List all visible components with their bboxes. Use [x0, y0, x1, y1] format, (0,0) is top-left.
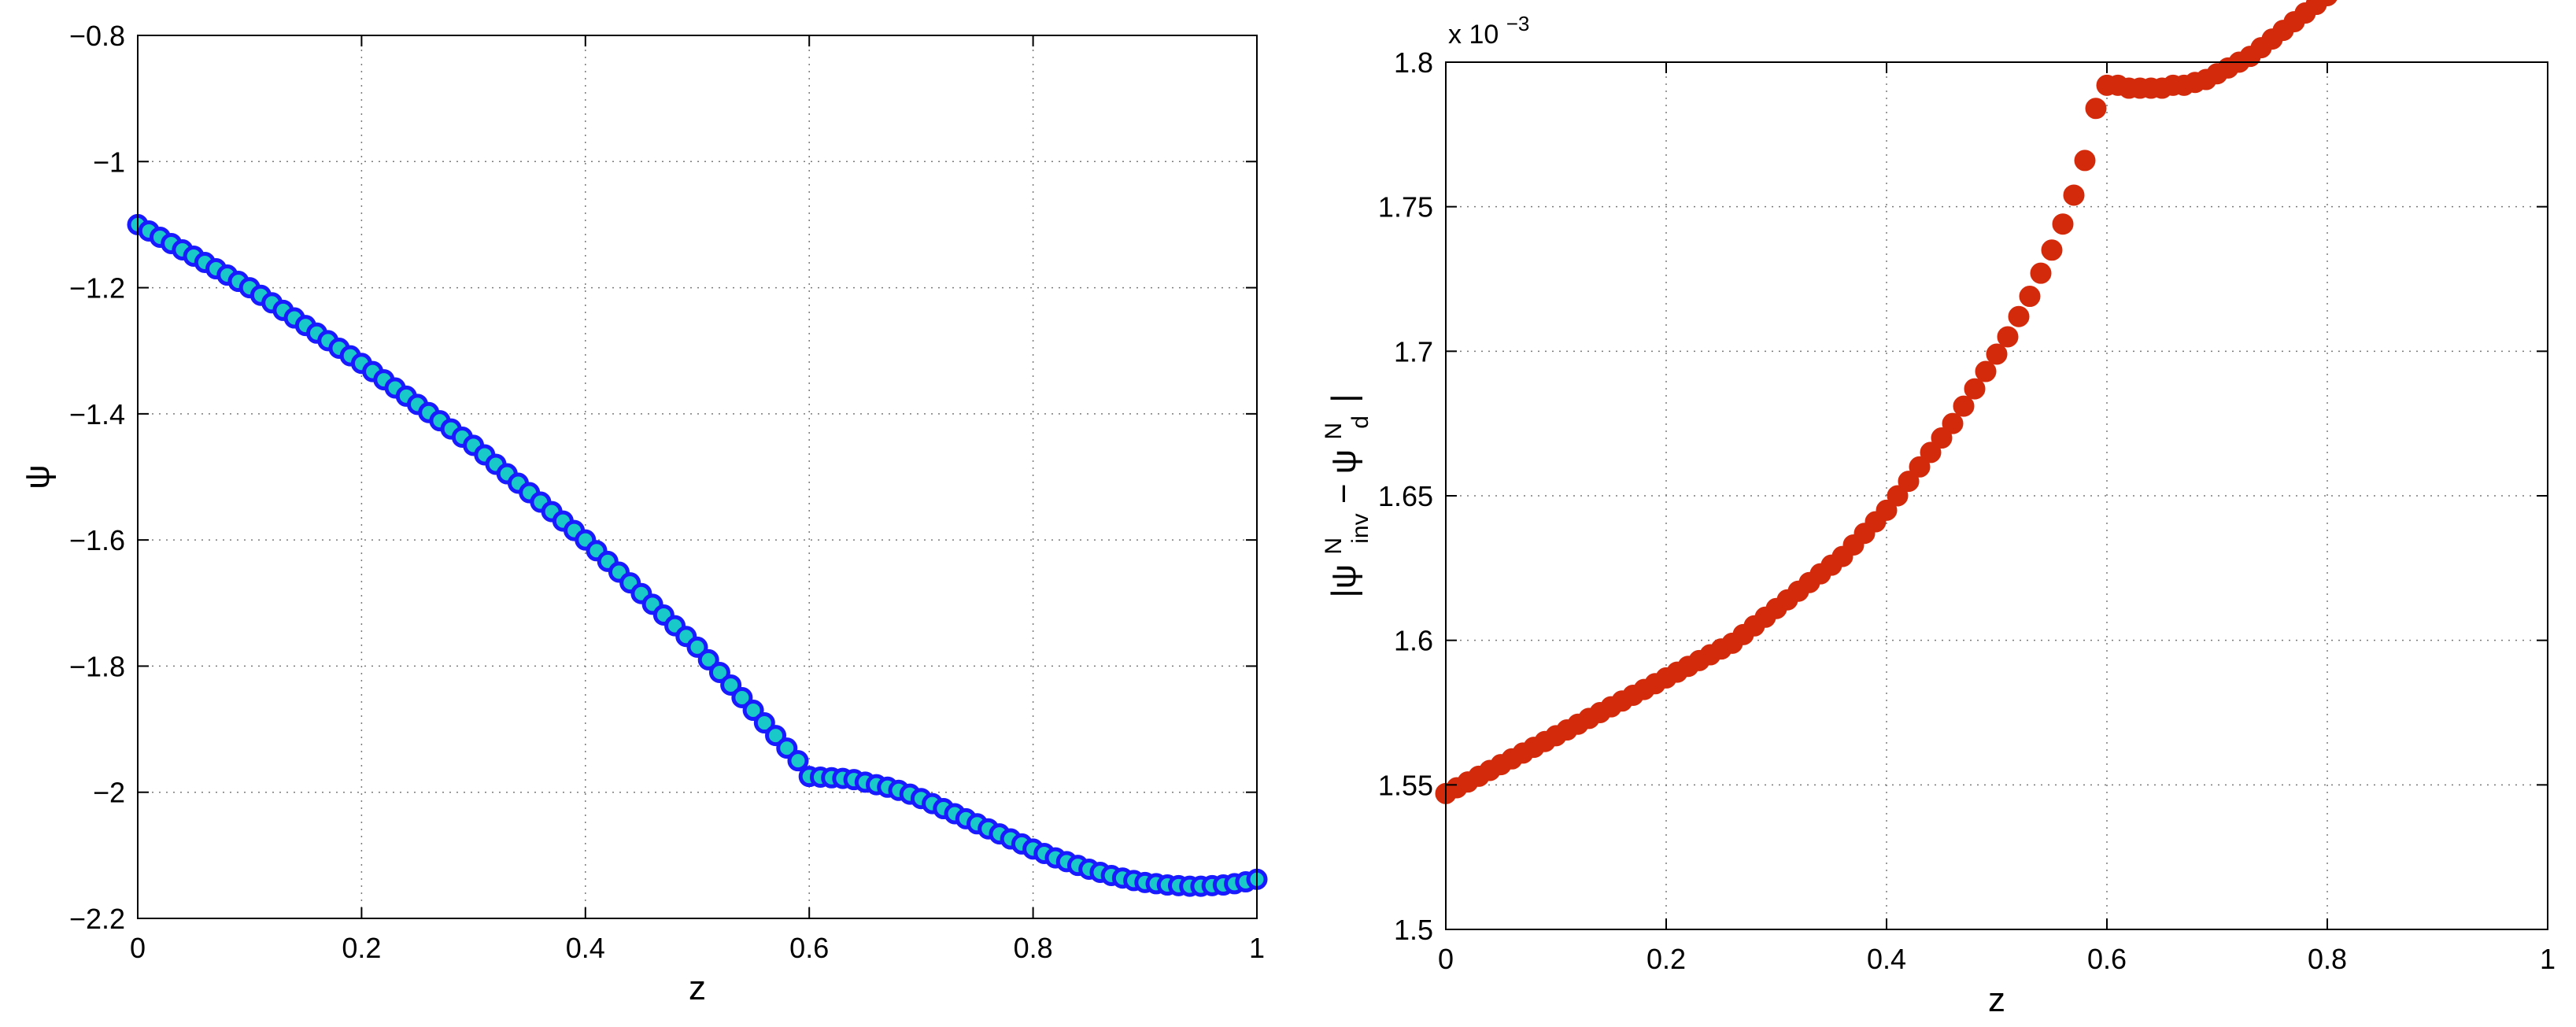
- right-data-point: [2317, 0, 2338, 7]
- left-data-point: [686, 636, 708, 658]
- left-y-tick-label: −1.8: [69, 650, 125, 682]
- left-x-tick-label: 1: [1249, 932, 1265, 964]
- right-data-point: [2074, 150, 2096, 172]
- left-y-tick-label: −2: [93, 777, 125, 809]
- right-data-point: [1920, 441, 1942, 464]
- right-data-point: [1931, 427, 1953, 449]
- right-data-point: [2019, 286, 2041, 308]
- right-data-point: [2085, 98, 2107, 120]
- right-x-tick-label: 0.8: [2308, 943, 2347, 975]
- left-y-tick-label: −0.8: [69, 20, 125, 52]
- left-data-point: [753, 712, 775, 734]
- left-y-tick-label: −1.6: [69, 524, 125, 556]
- left-ticks: 0 0.2 0.4 0.6 0.8 1 −2.2 −2 −1.8 −1.6 −1.4 −1.2 −1 −0…: [69, 20, 1265, 964]
- right-y-tick-label: 1.5: [1394, 914, 1433, 946]
- left-y-tick-label: −2.2: [69, 903, 125, 935]
- right-grid: [1446, 62, 2548, 929]
- left-x-tick-label: 0.6: [789, 932, 829, 964]
- right-data-point: [2030, 262, 2052, 284]
- right-y-label-close: |: [1325, 393, 1363, 402]
- left-x-tick-label: 0: [130, 932, 146, 964]
- right-data-point: [1942, 412, 1964, 434]
- left-data-point: [742, 700, 764, 722]
- right-y-tick-label: 1.75: [1378, 191, 1433, 224]
- right-x-tick-label: 0.2: [1646, 943, 1686, 975]
- right-x-tick-label: 0.4: [1867, 943, 1906, 975]
- right-data-point: [1898, 471, 1920, 493]
- right-data-point: [2052, 213, 2074, 235]
- left-plot-area: [138, 35, 1257, 918]
- right-data-point: [1964, 378, 1986, 400]
- left-x-axis-label: z: [689, 969, 706, 1007]
- right-y-label-minus: − ψ: [1325, 449, 1363, 504]
- right-exponent-base: x 10: [1448, 20, 1499, 50]
- left-plot: 0 0.2 0.4 0.6 0.8 1 −2.2 −2 −1.8 −1.6 −1.4 −1.2 −1 −0…: [18, 20, 1268, 1007]
- right-data-point: [2041, 239, 2063, 261]
- left-x-tick-label: 0.2: [342, 932, 381, 964]
- right-y-tick-label: 1.6: [1394, 625, 1433, 657]
- right-data-point: [1975, 360, 1997, 382]
- right-plot-area: [1446, 62, 2548, 929]
- right-data-point: [1887, 485, 1909, 507]
- left-data-point: [731, 687, 753, 708]
- right-x-tick-label: 0.6: [2087, 943, 2127, 975]
- left-data-point: [765, 725, 787, 747]
- left-x-tick-label: 0.4: [566, 932, 605, 964]
- right-y-tick-label: 1.7: [1394, 335, 1433, 368]
- right-plot: 0 0.2 0.4 0.6 0.8 1 1.5 1.55 1.6 1.65 1.7 1.75 1.8 z…: [1310, 0, 2556, 1019]
- left-y-axis-label: ψ: [18, 464, 57, 489]
- right-y-label-sub2: d: [1347, 416, 1373, 429]
- left-data-series: [127, 213, 1268, 897]
- right-y-label-sup2: N: [1321, 423, 1347, 440]
- left-data-point: [720, 674, 742, 696]
- right-data-point: [2008, 305, 2030, 327]
- right-x-axis-label: z: [1988, 981, 2005, 1019]
- right-y-axis-label: |ψ N inv − ψ N d |: [1310, 393, 1376, 597]
- left-y-tick-label: −1.4: [69, 398, 125, 430]
- right-y-label-open: |ψ: [1325, 564, 1363, 598]
- right-data-point: [1876, 499, 1898, 521]
- left-y-tick-label: −1.2: [69, 272, 125, 305]
- right-x-tick-label: 1: [2540, 943, 2556, 975]
- right-x-tick-label: 0: [1438, 943, 1454, 975]
- left-data-point: [697, 648, 719, 671]
- right-data-point: [1909, 456, 1931, 478]
- left-data-point: [708, 661, 730, 683]
- right-y-tick-label: 1.8: [1394, 46, 1433, 79]
- right-y-label-sub1: inv: [1347, 513, 1373, 543]
- right-data-point: [1997, 326, 2019, 348]
- right-y-label-sup1: N: [1321, 538, 1347, 555]
- left-y-tick-label: −1: [93, 146, 125, 178]
- left-data-point: [787, 750, 809, 772]
- right-data-point: [1986, 343, 2008, 365]
- left-x-tick-label: 0.8: [1014, 932, 1053, 964]
- right-data-point: [1953, 395, 1975, 417]
- right-ticks: 0 0.2 0.4 0.6 0.8 1 1.5 1.55 1.6 1.65 1.7 1.75 1.8: [1378, 46, 2556, 975]
- left-data-point: [776, 737, 798, 759]
- right-y-tick-label: 1.65: [1378, 480, 1433, 512]
- right-exponent-label: x 10 −3: [1448, 12, 1529, 50]
- left-grid: [138, 35, 1257, 918]
- right-y-tick-label: 1.55: [1378, 769, 1433, 801]
- left-axes-box: [137, 35, 1258, 919]
- right-data-point: [2063, 184, 2085, 206]
- right-exponent-power: −3: [1506, 12, 1530, 35]
